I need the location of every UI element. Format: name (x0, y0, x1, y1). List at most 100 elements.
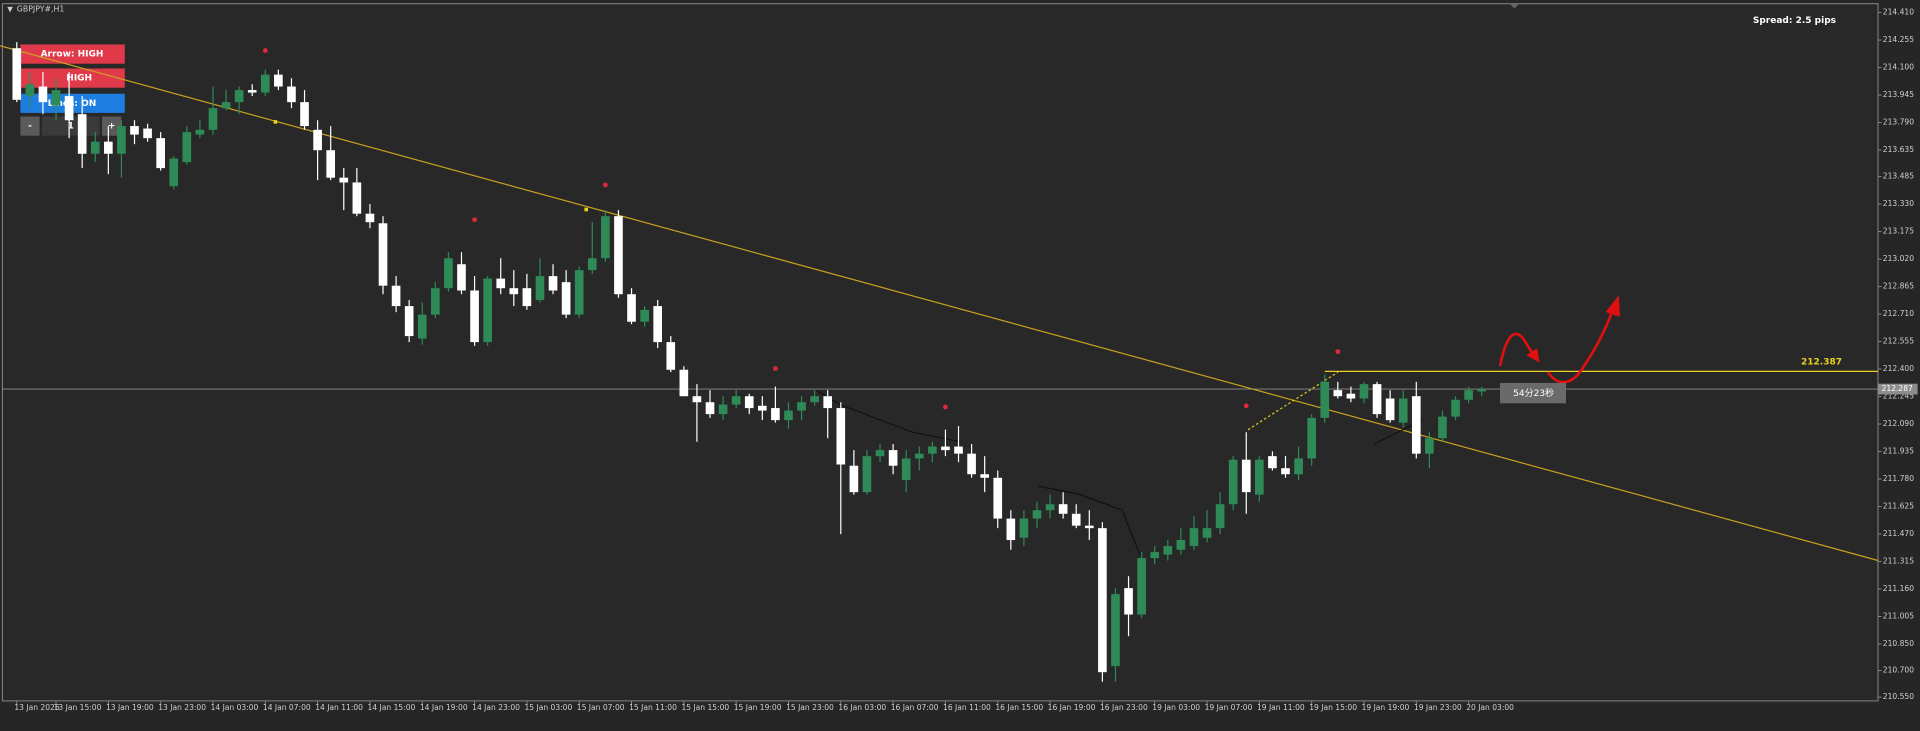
x-tick-label: 14 Jan 07:00 (263, 703, 311, 712)
y-tick-label: 210.850 (1883, 639, 1914, 648)
candle-body (195, 129, 205, 135)
candle-body (391, 285, 401, 307)
candle-body (1189, 528, 1199, 547)
candle-body (1398, 398, 1408, 423)
candle-body (823, 396, 833, 409)
x-tick-label: 20 Jan 03:00 (1466, 703, 1514, 712)
candle-body (260, 74, 270, 93)
candle-body (274, 74, 283, 87)
y-tick-label: 212.400 (1883, 364, 1914, 373)
candle-body (954, 446, 963, 454)
candle-body (470, 290, 479, 343)
candle-body (12, 48, 22, 100)
step-value: 1 (68, 122, 74, 132)
y-tick-label: 213.485 (1883, 172, 1914, 181)
candle-body (993, 477, 1003, 519)
plus-button[interactable] (102, 116, 122, 136)
candles (12, 42, 1487, 682)
candle-body (169, 158, 179, 187)
candle-body (1137, 558, 1146, 615)
y-tick-label: 213.945 (1883, 90, 1914, 99)
last-price-tag (1878, 383, 1918, 395)
candle-body (757, 405, 767, 411)
candle-body (1019, 518, 1029, 538)
forecast-arrow (1546, 309, 1615, 384)
x-tick-label: 16 Jan 07:00 (891, 703, 939, 712)
y-tick-label: 212.710 (1883, 309, 1914, 318)
candle-body (836, 408, 846, 465)
candle-body (1307, 417, 1316, 459)
candle-body (496, 278, 506, 289)
arrow-head (1526, 348, 1540, 363)
x-tick-label: 13 Jan 15:00 (54, 703, 102, 712)
candle-body (1202, 528, 1212, 538)
candle-body (234, 90, 244, 103)
candle-body (313, 129, 322, 151)
x-tick-label: 16 Jan 19:00 (1048, 703, 1096, 712)
candle-body (1320, 381, 1330, 418)
last-price-label: 212.287 (1882, 384, 1913, 393)
candle-body (182, 132, 192, 163)
x-tick-label: 13 Jan 23:00 (158, 703, 206, 712)
candle-body (365, 213, 375, 223)
symbol-arrow: ▼ (7, 5, 13, 14)
candle-body (287, 86, 296, 103)
candle-body (1098, 528, 1107, 673)
candle-body (64, 96, 74, 121)
x-tick-label: 14 Jan 23:00 (472, 703, 520, 712)
candle-body (718, 404, 728, 415)
signal-dot (772, 366, 778, 371)
candle-body (1111, 594, 1120, 667)
x-tick-label: 14 Jan 11:00 (315, 703, 363, 712)
ma-segment (1037, 485, 1141, 555)
y-tick-label: 214.410 (1883, 8, 1914, 17)
spread: Spread: 2.5 pips (1753, 16, 1836, 26)
x-tick-label: 14 Jan 03:00 (211, 703, 259, 712)
x-tick-label: 16 Jan 03:00 (838, 703, 886, 712)
y-tick-label: 213.635 (1883, 145, 1914, 154)
x-tick-label: 15 Jan 23:00 (786, 703, 834, 712)
y-tick-label: 213.790 (1883, 118, 1914, 127)
x-tick-label: 19 Jan 23:00 (1414, 703, 1462, 712)
candle-body (1228, 459, 1238, 505)
trend-line (0, 45, 1879, 562)
candle-body (1359, 384, 1369, 399)
candle-body (1477, 389, 1487, 392)
candle-body (1071, 513, 1081, 526)
y-tick-label: 212.090 (1883, 419, 1914, 428)
signal-dot (602, 182, 608, 188)
candle-body (444, 258, 453, 289)
candle-body (679, 369, 689, 397)
candle-body (587, 258, 597, 271)
y-tick-label: 211.780 (1883, 474, 1914, 483)
candle-body (326, 150, 336, 178)
candle-body (1438, 416, 1447, 439)
candle-body (1058, 504, 1068, 514)
candle-body (849, 465, 859, 493)
x-tick-label: 15 Jan 19:00 (734, 703, 782, 712)
candle-body (90, 141, 100, 154)
candle-body (483, 278, 492, 343)
x-tick-label: 19 Jan 19:00 (1362, 703, 1410, 712)
candle-body (51, 90, 61, 106)
candle-body (1255, 459, 1264, 495)
candle-body (1241, 459, 1251, 493)
candle-body (1464, 390, 1473, 400)
x-tick-label: 19 Jan 11:00 (1257, 703, 1305, 712)
y-tick-label: 210.550 (1883, 692, 1914, 701)
y-tick-label: 214.100 (1883, 63, 1914, 72)
candle-body (221, 102, 231, 109)
candle-body (1411, 396, 1421, 454)
minus-button[interactable] (20, 116, 40, 136)
signal-dot (262, 48, 268, 53)
candle-body (378, 223, 388, 286)
x-tick-label: 13 Jan 19:00 (106, 703, 154, 712)
candle-body (914, 453, 924, 459)
shift-marker (1509, 3, 1520, 9)
chart-title: GBPJPY#,H1 (17, 5, 65, 14)
candle-body (1215, 504, 1225, 529)
candle-body (967, 453, 976, 475)
plus-label: + (108, 122, 116, 132)
trend-anchor (584, 207, 588, 212)
